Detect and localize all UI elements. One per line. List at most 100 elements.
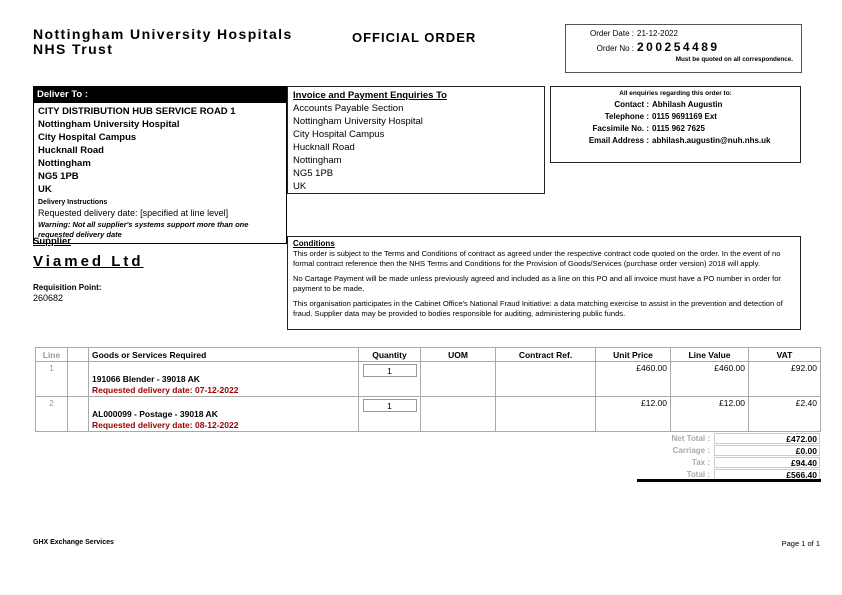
item-requested-date: Requested delivery date: 07-12-2022	[92, 385, 239, 395]
vat-cell: £2.40	[748, 396, 821, 432]
description-cell: AL000099 - Postage - 39018 AK Requested …	[88, 396, 359, 432]
column-header-uom: UOM	[420, 347, 496, 362]
supplier-section: Supplier Viamed Ltd Requisition Point: 2…	[33, 236, 273, 303]
quantity-value-box: 1	[362, 399, 417, 412]
order-enquiries-section: All enquiries regarding this order to: C…	[550, 86, 801, 163]
description-cell: 191066 Blender - 39018 AK Requested deli…	[88, 361, 359, 397]
contract-ref-cell	[495, 396, 596, 432]
quantity-value-box: 1	[362, 364, 417, 377]
item-description: 191066 Blender - 39018 AK	[92, 374, 200, 384]
quantity-cell: 1	[358, 361, 421, 397]
tax-label: Tax :	[691, 458, 710, 467]
item-description: AL000099 - Postage - 39018 AK	[92, 409, 218, 419]
column-header-blank	[67, 347, 89, 362]
page-number: Page 1 of 1	[781, 539, 820, 548]
requisition-point-value: 260682	[33, 293, 64, 303]
line-value-cell: £12.00	[670, 396, 749, 432]
document-title: OFFICIAL ORDER	[352, 30, 477, 45]
carriage-row: Carriage : £0.00	[555, 445, 820, 456]
line-number-cell: 1	[35, 361, 68, 397]
column-header-unit-price: Unit Price	[595, 347, 671, 362]
carriage-value: £0.00	[714, 445, 820, 456]
conditions-paragraph: This organisation participates in the Ca…	[293, 299, 783, 318]
table-row: 2 AL000099 - Postage - 39018 AK Requeste…	[35, 396, 821, 432]
column-header-quantity: Quantity	[358, 347, 421, 362]
invoice-address-line: NG5 1PB	[293, 168, 334, 179]
contact-value: Abhilash Augustin	[652, 100, 723, 109]
grand-total-label: Total :	[686, 470, 710, 479]
order-enquiries-title: All enquiries regarding this order to:	[619, 90, 732, 97]
contact-row: Contact : Abhilash Augustin	[555, 99, 796, 111]
deliver-address-line: NG5 1PB	[38, 171, 79, 182]
supplier-name: Viamed Ltd	[33, 253, 144, 270]
deliver-address-line: CITY DISTRIBUTION HUB SERVICE ROAD 1	[38, 106, 236, 117]
invoice-address-line: Nottingham	[293, 155, 342, 166]
delivery-warning: Warning: Not all supplier's systems supp…	[38, 220, 249, 239]
uom-cell	[420, 361, 496, 397]
order-date-label: Order Date :	[589, 29, 634, 38]
invoice-enquiries-section: Invoice and Payment Enquiries To Account…	[287, 86, 545, 194]
deliver-to-title: Deliver To :	[33, 86, 287, 103]
table-row: 1 191066 Blender - 39018 AK Requested de…	[35, 361, 821, 397]
unit-price-cell: £460.00	[595, 361, 671, 397]
order-no-row: Order No : 200254489	[572, 40, 793, 54]
deliver-to-section: Deliver To : CITY DISTRIBUTION HUB SERVI…	[33, 86, 287, 244]
requisition-point-label: Requisition Point:	[33, 283, 102, 292]
email-label: Email Address :	[588, 136, 649, 145]
conditions-title: Conditions	[293, 239, 335, 248]
invoice-address-line: UK	[293, 181, 307, 192]
supplier-title: Supplier	[33, 236, 72, 247]
delivery-instructions-label: Delivery Instructions	[38, 199, 108, 206]
unit-price-cell: £12.00	[595, 396, 671, 432]
conditions-section: Conditions This order is subject to the …	[287, 236, 801, 330]
facsimile-label: Facsimile No. :	[592, 124, 649, 133]
order-no-value: 200254489	[637, 40, 720, 54]
deliver-to-body: CITY DISTRIBUTION HUB SERVICE ROAD 1 Not…	[33, 103, 287, 244]
order-reference-box: Order Date : 21-12-2022 Order No : 20025…	[565, 24, 802, 73]
contact-label: Contact :	[614, 100, 649, 109]
order-note: Must be quoted on all correspondence.	[675, 56, 793, 63]
carriage-label: Carriage :	[672, 446, 710, 455]
invoice-address-line: Nottingham University Hospital	[293, 116, 423, 127]
column-header-line-value: Line Value	[670, 347, 749, 362]
telephone-value: 0115 9691169 Ext	[652, 112, 717, 121]
invoice-enquiries-title: Invoice and Payment Enquiries To	[293, 90, 447, 101]
column-header-line: Line	[35, 347, 68, 362]
facsimile-row: Facsimile No. : 0115 962 7625	[555, 123, 796, 135]
conditions-paragraph: This order is subject to the Terms and C…	[293, 249, 781, 268]
telephone-label: Telephone :	[604, 112, 649, 121]
deliver-address-line: UK	[38, 184, 52, 195]
invoice-address-line: City Hospital Campus	[293, 129, 385, 140]
invoice-address-line: Accounts Payable Section	[293, 103, 404, 114]
footer-service-name: GHX Exchange Services	[33, 539, 114, 546]
net-total-row: Net Total : £472.00	[555, 433, 820, 444]
line-value-cell: £460.00	[670, 361, 749, 397]
totals-section: Net Total : £472.00 Carriage : £0.00 Tax…	[555, 433, 820, 481]
vat-cell: £92.00	[748, 361, 821, 397]
email-row: Email Address : abhilash.augustin@nuh.nh…	[555, 135, 796, 147]
contract-ref-cell	[495, 361, 596, 397]
deliver-address-line: Hucknall Road	[38, 145, 104, 156]
net-total-value: £472.00	[714, 433, 820, 444]
order-lines-table: Line Goods or Services Required Quantity…	[35, 347, 821, 432]
line-number-cell: 2	[35, 396, 68, 432]
item-requested-date: Requested delivery date: 08-12-2022	[92, 420, 239, 430]
blank-cell	[67, 396, 89, 432]
totals-underline	[637, 479, 821, 482]
tax-value: £94.40	[714, 457, 820, 468]
uom-cell	[420, 396, 496, 432]
quantity-cell: 1	[358, 396, 421, 432]
tax-row: Tax : £94.40	[555, 457, 820, 468]
deliver-address-line: Nottingham	[38, 158, 91, 169]
order-date-row: Order Date : 21-12-2022	[572, 29, 793, 39]
email-value: abhilash.augustin@nuh.nhs.uk	[652, 136, 771, 145]
requested-delivery-line: Requested delivery date: [specified at l…	[38, 208, 229, 218]
column-header-goods: Goods or Services Required	[88, 347, 359, 362]
column-header-vat: VAT	[748, 347, 821, 362]
invoice-address-line: Hucknall Road	[293, 142, 355, 153]
table-header-row: Line Goods or Services Required Quantity…	[35, 347, 821, 362]
order-no-label: Order No :	[596, 44, 634, 53]
order-date-value: 21-12-2022	[637, 29, 678, 38]
column-header-contract-ref: Contract Ref.	[495, 347, 596, 362]
